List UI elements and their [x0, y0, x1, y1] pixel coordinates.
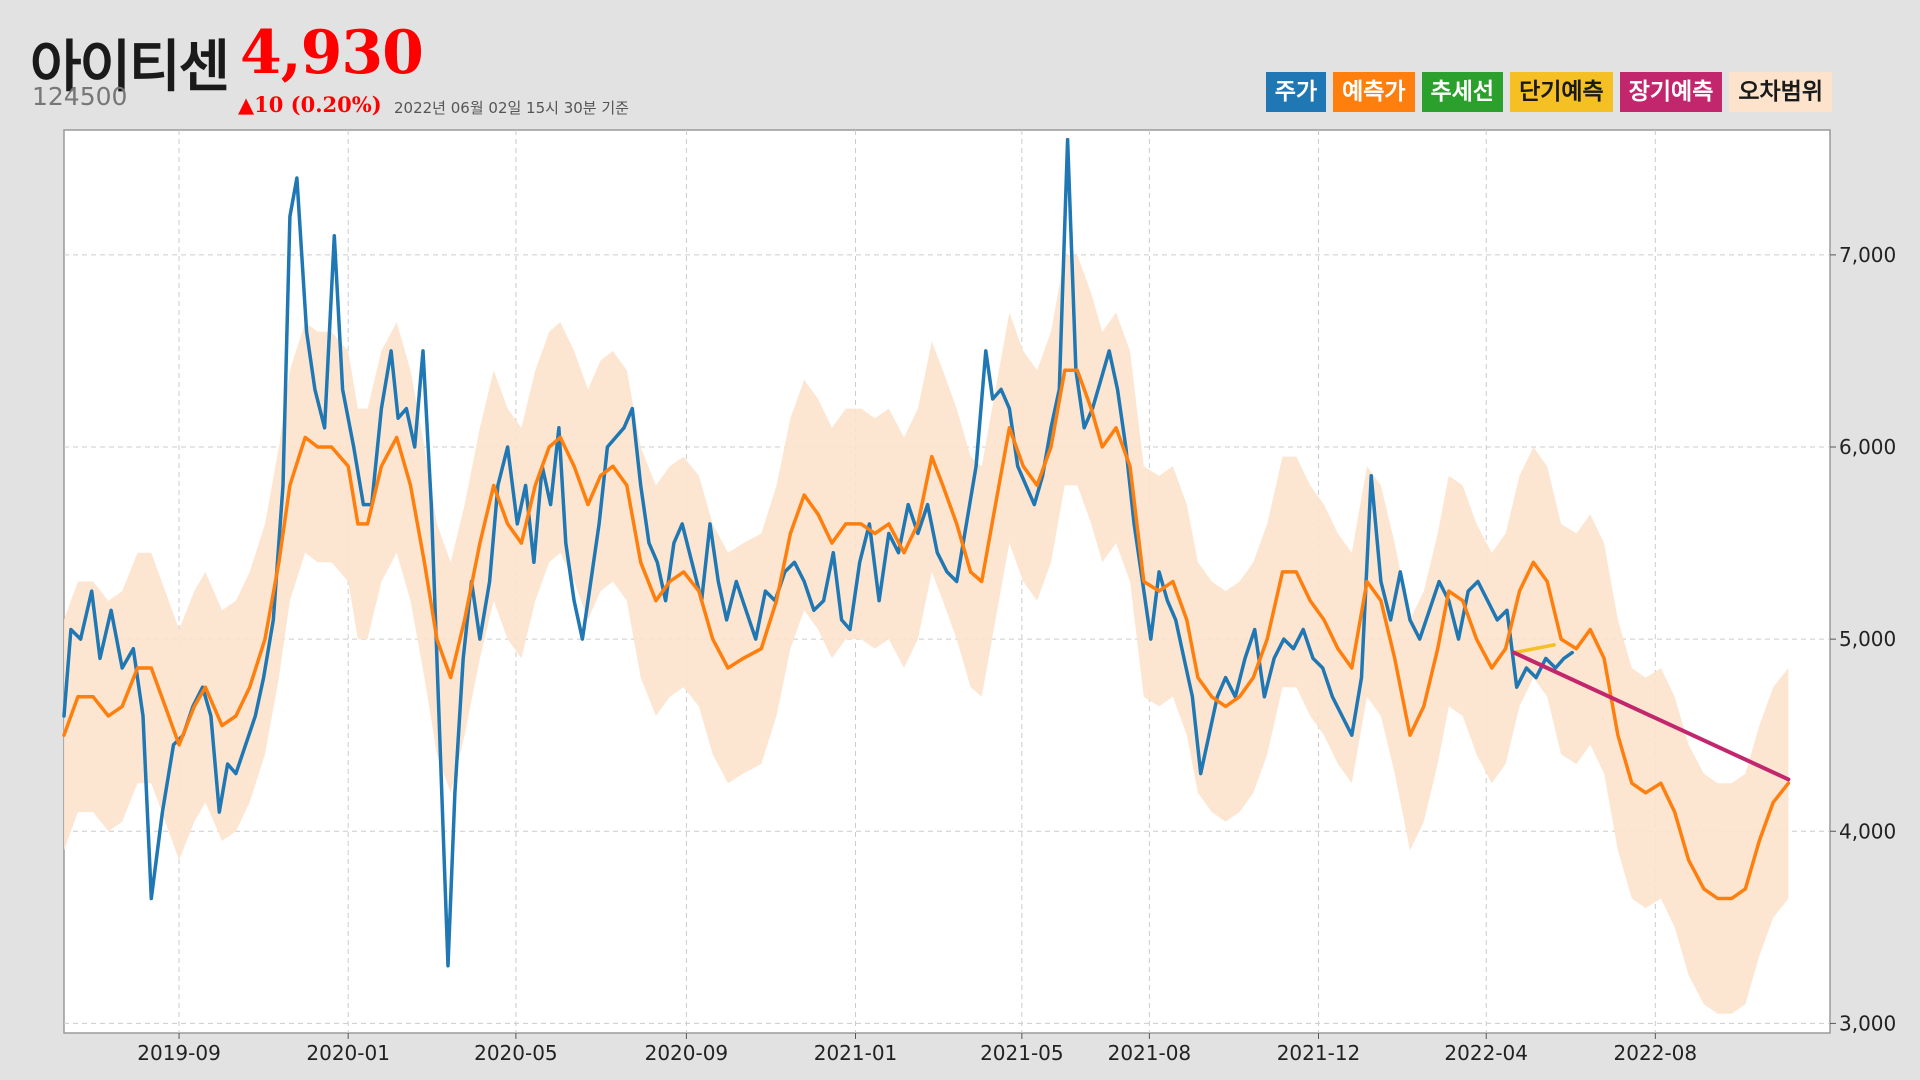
x-tick-label: 2022-08	[1614, 1041, 1698, 1065]
x-tick-label: 2021-05	[980, 1041, 1064, 1065]
legend-item-short-term: 단기예측	[1510, 72, 1613, 112]
legend-item-trendline: 추세선	[1421, 72, 1504, 112]
legend-item-price: 주가	[1265, 72, 1327, 112]
x-tick-label: 2021-01	[814, 1041, 898, 1065]
y-tick-label: 4,000	[1839, 819, 1896, 843]
current-price: 4,930	[240, 18, 424, 88]
long-term-forecast-line	[1511, 650, 1791, 782]
legend-item-long-term: 장기예측	[1619, 72, 1723, 112]
short-term-forecast-line	[1512, 643, 1556, 655]
legend-item-error-range: 오차범위	[1729, 72, 1832, 112]
y-tick-label: 3,000	[1839, 1011, 1896, 1035]
price-change: ▲10 (0.20%)	[238, 92, 382, 117]
x-tick-label: 2020-01	[306, 1041, 390, 1065]
x-tick-label: 2019-09	[137, 1041, 221, 1065]
error-range-band	[64, 254, 1789, 1014]
y-tick-label: 5,000	[1839, 627, 1896, 651]
y-tick-label: 7,000	[1839, 243, 1896, 267]
x-tick-label: 2021-12	[1277, 1041, 1361, 1065]
x-tick-label: 2020-05	[474, 1041, 558, 1065]
chart-legend: 주가 예측가 추세선 단기예측 장기예측 오차범위	[1265, 72, 1832, 112]
price-line	[62, 137, 1574, 968]
as-of-date: 2022년 06월 02일 15시 30분 기준	[394, 99, 629, 117]
legend-item-forecast: 예측가	[1333, 72, 1415, 112]
stock-code: 124500	[32, 82, 128, 111]
x-tick-label: 2021-08	[1108, 1041, 1192, 1065]
x-tick-label: 2022-04	[1444, 1041, 1528, 1065]
x-tick-label: 2020-09	[645, 1041, 729, 1065]
stock-name: 아이티센	[30, 35, 230, 100]
forecast-line	[62, 368, 1791, 901]
y-tick-label: 6,000	[1839, 435, 1896, 459]
